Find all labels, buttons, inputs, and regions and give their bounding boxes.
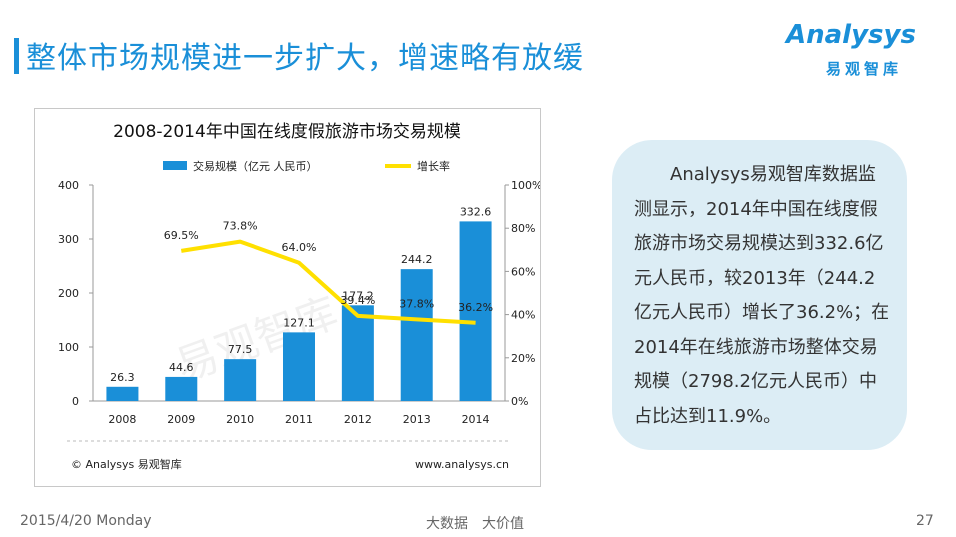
y-tick-label: 0 [72,395,79,408]
legend-line-label: 增长率 [417,159,450,173]
bar [165,376,198,401]
y-tick-label: 200 [58,287,79,300]
chart-title: 2008-2014年中国在线度假旅游市场交易规模 [113,122,461,142]
title-accent-bar [14,38,19,74]
growth-value-label: 69.5% [164,229,199,242]
logo-wordmark: Analysys [786,20,916,50]
legend-bar-swatch [163,161,187,170]
growth-line [180,239,476,325]
x-tick-label: 2009 [167,413,195,426]
y-tick-label: 100 [58,341,79,354]
data-labels: 26.3 44.6 77.5 127.1 177.2 244.2 332.6 69.5% 73.… [110,205,493,383]
x-tick-label: 2012 [344,413,372,426]
growth-value-label: 64.0% [282,241,317,254]
y2-tick-label: 80% [511,222,535,235]
y2-tick-label: 60% [511,265,535,278]
bar-value-label: 127.1 [283,316,315,329]
info-callout: Analysys易观智库数据监测显示，2014年中国在线度假旅游市场交易规模达到… [612,140,907,450]
bar-value-label: 44.6 [169,361,194,374]
chart-source: © Analysys 易观智库 [71,457,182,471]
chart-legend: 交易规模（亿元 人民币） 增长率 [163,159,450,173]
y2-tick-label: 20% [511,352,535,365]
bar [106,386,139,401]
x-tick-label: 2013 [403,413,431,426]
footer-slogan: 大数据 大价值 [426,516,524,532]
growth-value-label: 36.2% [458,301,493,314]
slide-title: 整体市场规模进一步扩大，增速略有放缓 [26,41,584,76]
bar-value-label: 26.3 [110,371,135,384]
bar-value-label: 77.5 [228,343,253,356]
logo-subtitle: 易观智库 [826,60,903,78]
y-tick-label: 300 [58,233,79,246]
y2-tick-label: 0% [511,395,528,408]
chart-watermark: 易观智库 [169,288,344,392]
growth-line-series [180,239,476,325]
x-tick-label: 2010 [226,413,254,426]
bar [400,269,433,401]
bar-value-label: 244.2 [401,253,433,266]
bar [341,305,374,401]
x-tick-label: 2011 [285,413,313,426]
bar [283,332,315,401]
info-text: Analysys易观智库数据监测显示，2014年中国在线度假旅游市场交易规模达到… [634,164,890,427]
page-number: 27 [916,513,934,529]
bar [224,359,257,401]
x-tick-label: 2008 [108,413,136,426]
chart-website: www.analysys.cn [415,458,509,471]
combo-chart: 易观智库 2008-2014年中国在线度假旅游市场交易规模 交易规模（亿元 人民… [58,122,542,471]
legend-bar-label: 交易规模（亿元 人民币） [193,159,318,173]
x-tick-label: 2014 [462,413,490,426]
bar-value-label: 177.2 [342,289,374,302]
footer-date: 2015/4/20 Monday [20,513,152,529]
growth-value-label: 37.8% [399,297,434,310]
y2-tick-label: 100% [511,179,540,192]
bar [459,221,492,401]
y2-tick-label: 40% [511,309,535,322]
bar-series [106,221,492,401]
analysys-logo: Analysys 易观智库 [786,20,936,86]
chart-axes: 0 100 200 300 400 0% 20% 40% 60% 80% 100% 2008 2009 2… [58,179,542,426]
bar-value-label: 332.6 [460,205,492,218]
growth-value-label: 39.4% [340,294,375,307]
chart-frame: 易观智库 2008-2014年中国在线度假旅游市场交易规模 交易规模（亿元 人民… [34,108,542,487]
growth-value-label: 73.8% [223,220,258,233]
y-tick-label: 400 [58,179,79,192]
